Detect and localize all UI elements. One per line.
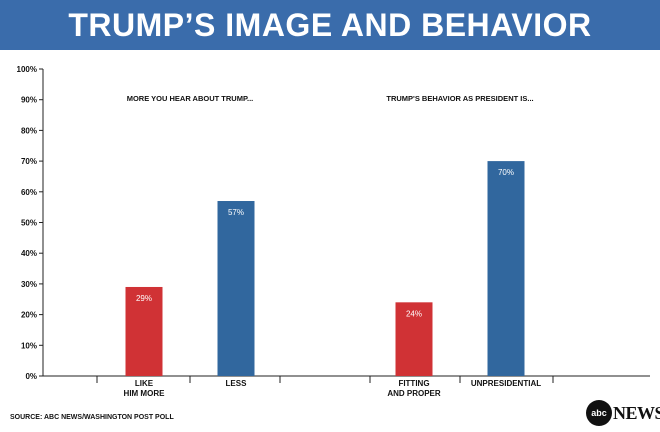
source-note: SOURCE: ABC NEWS/WASHINGTON POST POLL xyxy=(10,414,174,421)
group-title: MORE YOU HEAR ABOUT TRUMP... xyxy=(127,94,254,103)
page-title: TRUMP’S IMAGE AND BEHAVIOR xyxy=(68,6,592,43)
bar xyxy=(395,302,433,376)
logo-news-text: NEWS xyxy=(613,402,660,423)
bar xyxy=(125,286,163,376)
x-category-label: LESS xyxy=(226,379,248,388)
bar xyxy=(487,161,525,376)
y-tick-label: 60% xyxy=(21,188,37,197)
title-banner: TRUMP’S IMAGE AND BEHAVIOR xyxy=(0,0,660,50)
y-tick-label: 100% xyxy=(17,65,37,74)
y-tick-label: 0% xyxy=(25,372,37,381)
x-category-label: FITTING xyxy=(398,379,429,388)
bar-value-label: 70% xyxy=(498,168,514,177)
x-category-label: LIKE xyxy=(135,379,154,388)
bar-value-label: 29% xyxy=(136,294,152,303)
y-tick-label: 10% xyxy=(21,341,37,350)
y-tick-label: 50% xyxy=(21,219,37,228)
bar xyxy=(217,201,255,376)
bar-value-label: 57% xyxy=(228,208,244,217)
x-category-label: UNPRESIDENTIAL xyxy=(471,379,541,388)
y-tick-label: 70% xyxy=(21,157,37,166)
y-tick-label: 80% xyxy=(21,126,37,135)
group-title: TRUMP'S BEHAVIOR AS PRESIDENT IS... xyxy=(386,94,533,103)
bar-value-label: 24% xyxy=(406,309,422,318)
y-tick-label: 90% xyxy=(21,96,37,105)
x-category-label: HIM MORE xyxy=(124,389,166,398)
abc-logo-circle: abc xyxy=(586,400,612,426)
abc-news-logo: abc NEWS xyxy=(586,399,660,427)
y-tick-label: 20% xyxy=(21,311,37,320)
y-tick-label: 30% xyxy=(21,280,37,289)
y-tick-label: 40% xyxy=(21,249,37,258)
x-category-label: AND PROPER xyxy=(387,389,441,398)
